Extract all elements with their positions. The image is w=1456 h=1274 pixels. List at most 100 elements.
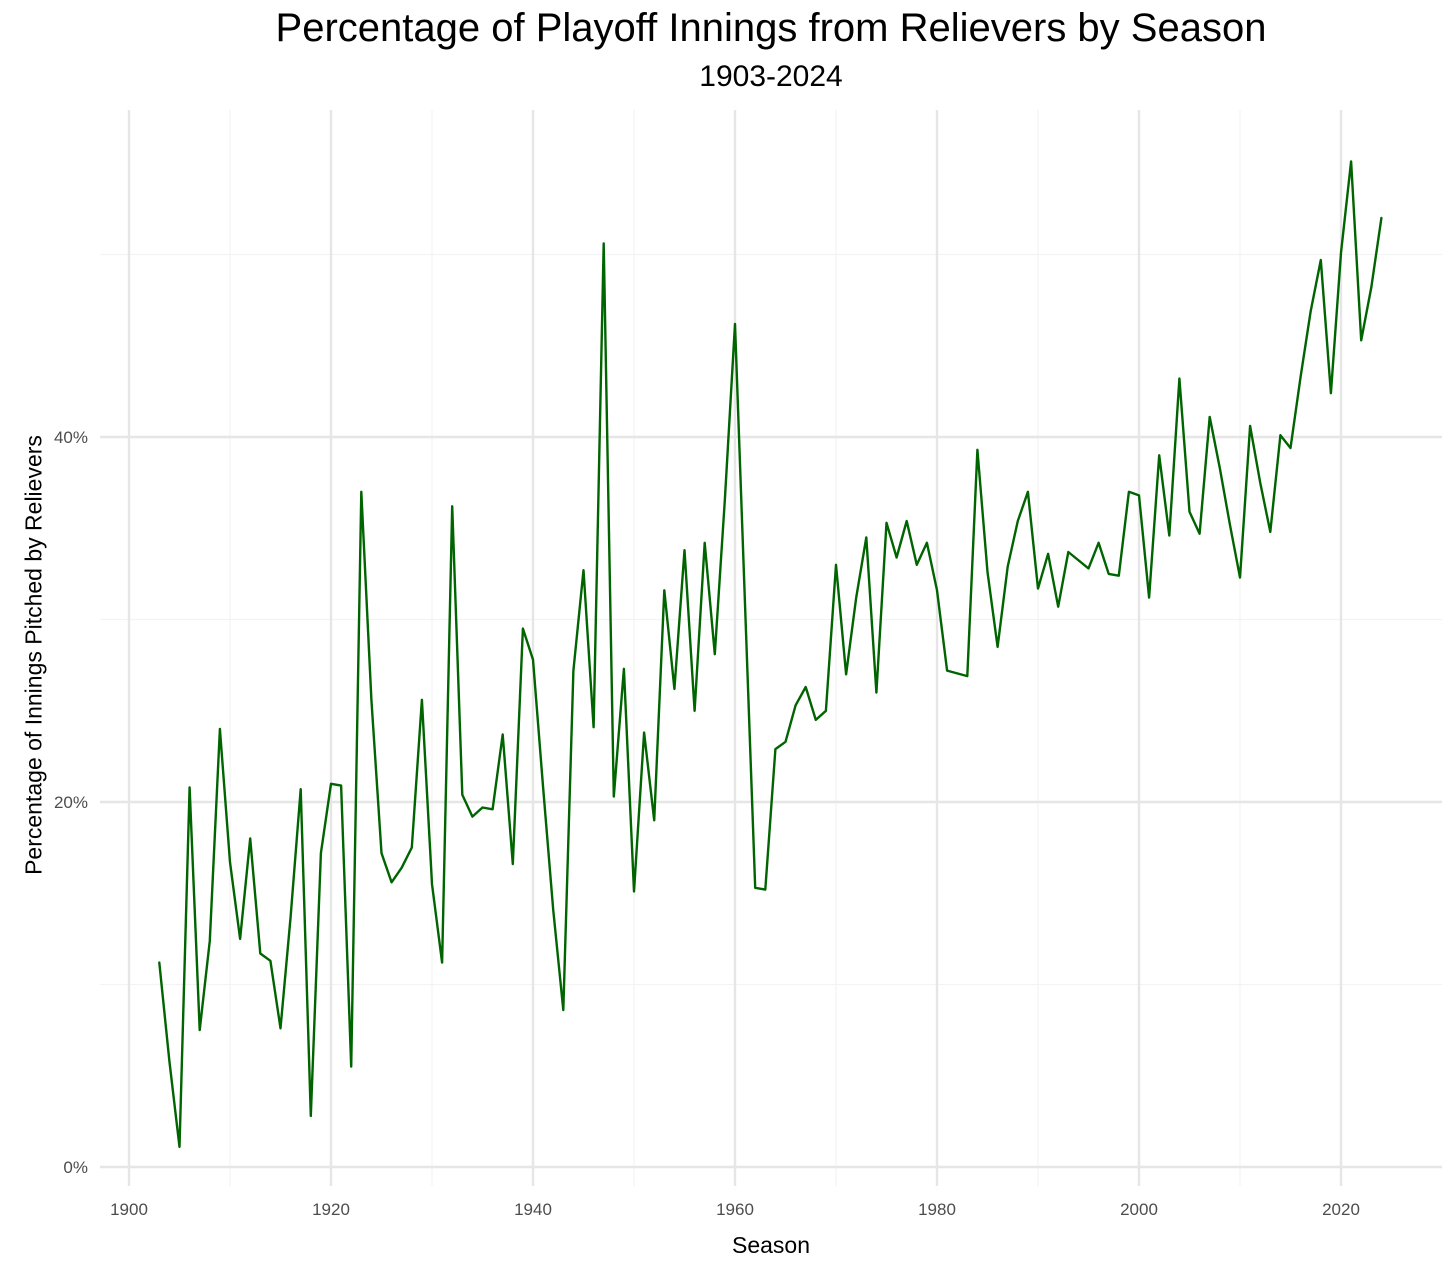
- data-point: [1198, 533, 1200, 535]
- data-point: [1007, 565, 1009, 567]
- data-point: [845, 673, 847, 675]
- data-point: [1027, 491, 1029, 493]
- data-point: [360, 491, 362, 493]
- data-point: [835, 564, 837, 566]
- data-point: [885, 522, 887, 524]
- data-point: [1370, 286, 1372, 288]
- data-point: [552, 908, 554, 910]
- data-point: [380, 852, 382, 854]
- data-point: [744, 606, 746, 608]
- y-tick-label: 20%: [54, 793, 88, 812]
- data-point: [441, 961, 443, 963]
- data-point: [855, 596, 857, 598]
- data-point: [1108, 573, 1110, 575]
- data-point: [825, 710, 827, 712]
- data-point: [1279, 434, 1281, 436]
- data-point: [704, 542, 706, 544]
- data-point: [209, 940, 211, 942]
- data-point: [1340, 251, 1342, 253]
- data-point: [693, 710, 695, 712]
- data-point: [1158, 454, 1160, 456]
- data-point: [1178, 377, 1180, 379]
- data-point: [1188, 511, 1190, 513]
- data-point: [431, 883, 433, 885]
- data-point: [946, 669, 948, 671]
- data-point: [815, 719, 817, 721]
- data-point: [774, 748, 776, 750]
- data-point: [320, 852, 322, 854]
- data-point: [906, 520, 908, 522]
- x-tick-label: 1920: [312, 1200, 350, 1219]
- data-point: [330, 783, 332, 785]
- data-point: [805, 686, 807, 688]
- data-point: [1229, 523, 1231, 525]
- data-point: [350, 1065, 352, 1067]
- data-point: [1017, 520, 1019, 522]
- data-point: [1219, 467, 1221, 469]
- data-point: [188, 786, 190, 788]
- chart-subtitle: 1903-2024: [699, 60, 843, 93]
- data-point: [512, 863, 514, 865]
- data-point: [269, 960, 271, 962]
- data-point: [936, 589, 938, 591]
- data-point: [259, 952, 261, 954]
- y-axis-label: Percentage of Innings Pitched by Relieve…: [20, 435, 47, 875]
- data-point: [653, 819, 655, 821]
- chart-title: Percentage of Playoff Innings from Relie…: [275, 6, 1267, 50]
- data-point: [572, 669, 574, 671]
- data-point: [976, 449, 978, 451]
- y-tick-label: 0%: [63, 1158, 88, 1177]
- data-point: [401, 867, 403, 869]
- series-line: [158, 160, 1383, 1149]
- data-point: [1330, 392, 1332, 394]
- data-point: [199, 1029, 201, 1031]
- data-point: [966, 675, 968, 677]
- data-point: [310, 1115, 312, 1117]
- data-point: [633, 890, 635, 892]
- data-point: [734, 323, 736, 325]
- data-point: [239, 938, 241, 940]
- data-point: [1209, 416, 1211, 418]
- data-point: [764, 888, 766, 890]
- data-point: [1320, 259, 1322, 261]
- data-point: [370, 699, 372, 701]
- data-point: [1128, 491, 1130, 493]
- data-point: [1037, 587, 1039, 589]
- data-point: [784, 741, 786, 743]
- data-point: [562, 1009, 564, 1011]
- data-point: [1097, 542, 1099, 544]
- data-point: [178, 1146, 180, 1148]
- data-point: [895, 556, 897, 558]
- data-point: [481, 806, 483, 808]
- data-point: [683, 549, 685, 551]
- data-point: [340, 784, 342, 786]
- data-point: [1148, 596, 1150, 598]
- data-point: [1168, 534, 1170, 536]
- data-point: [300, 788, 302, 790]
- data-point: [158, 961, 160, 963]
- data-point: [219, 728, 221, 730]
- data-point: [663, 589, 665, 591]
- data-point: [1239, 576, 1241, 578]
- data-point: [1299, 376, 1301, 378]
- x-tick-label: 1980: [918, 1200, 956, 1219]
- data-point: [1249, 425, 1251, 427]
- x-tick-label: 1940: [514, 1200, 552, 1219]
- x-tick-label: 2000: [1120, 1200, 1158, 1219]
- data-point: [1269, 531, 1271, 533]
- data-point: [411, 846, 413, 848]
- data-point: [592, 726, 594, 728]
- x-tick-label: 1900: [110, 1200, 148, 1219]
- data-point: [754, 887, 756, 889]
- data-point: [1087, 567, 1089, 569]
- data-point: [1047, 553, 1049, 555]
- data-point: [532, 658, 534, 660]
- data-point: [714, 653, 716, 655]
- data-point: [1057, 606, 1059, 608]
- data-point: [724, 498, 726, 500]
- data-point: [461, 794, 463, 796]
- data-point: [1118, 575, 1120, 577]
- data-point: [451, 505, 453, 507]
